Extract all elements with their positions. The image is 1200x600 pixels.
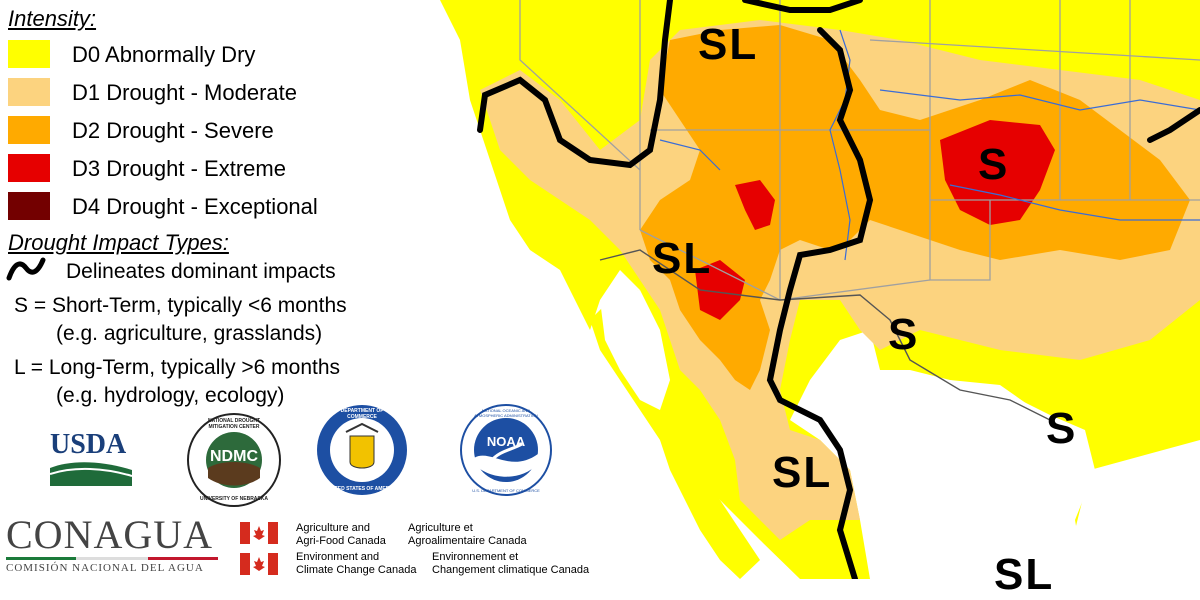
agri-en-line2: Agri-Food Canada xyxy=(296,535,386,547)
legend-d4-label: D4 Drought - Exceptional xyxy=(72,194,318,219)
rivers xyxy=(659,29,1200,261)
legend-d2-label: D2 Drought - Severe xyxy=(72,118,274,143)
commerce-seal-icon xyxy=(317,405,407,495)
map-label-sl-mx: SL xyxy=(772,448,833,497)
long-term-label: L = Long-Term, typically >6 months xyxy=(14,356,341,379)
noaa-seal-icon xyxy=(460,404,552,496)
commerce-logo: DEPARTMENT OF COMMERCE UNITED STATES OF … xyxy=(316,404,408,496)
land-d3-az xyxy=(695,260,745,320)
agri-canada-en: Agriculture and Agri-Food Canada xyxy=(296,522,386,548)
impact-title: Drought Impact Types: xyxy=(8,230,229,255)
agri-en-line1: Agriculture and xyxy=(296,522,370,534)
ndmc-center-text: NDMC xyxy=(210,448,258,465)
swatch-d3 xyxy=(8,154,50,182)
long-term-examples: (e.g. hydrology, ecology) xyxy=(56,384,285,407)
no-drought-gulf xyxy=(1075,440,1200,579)
legend-d3-label: D3 Drought - Extreme xyxy=(72,156,286,181)
ndmc-ring-text: NATIONAL DROUGHT MITIGATION CENTER xyxy=(207,418,261,430)
map-label-sl-se: SL xyxy=(994,550,1055,599)
swatch-d2 xyxy=(8,116,50,144)
swatch-d1 xyxy=(8,78,50,106)
map-label-s-gulf: S xyxy=(1046,404,1078,453)
usda-logo-text: USDA xyxy=(50,429,127,460)
short-term-examples: (e.g. agriculture, grasslands) xyxy=(56,322,323,345)
land-d2 xyxy=(640,25,1190,390)
agri-fr-line1: Agriculture et xyxy=(408,522,473,534)
canada-flag-icon-2 xyxy=(240,553,278,575)
agri-fr-line2: Agroalimentaire Canada xyxy=(408,535,527,547)
swatch-d4 xyxy=(8,192,50,220)
usda-hills-icon xyxy=(49,462,133,486)
conagua-logo: CONAGUA COMISIÓN NACIONAL DEL AGUA xyxy=(6,514,226,574)
swatch-d0 xyxy=(8,40,50,68)
map-label-sl-nw: SL xyxy=(698,20,759,69)
conagua-stripe-icon xyxy=(6,557,218,560)
legend: Intensity: D0 Abnormally Dry D1 Drought … xyxy=(0,0,440,579)
intensity-title: Intensity: xyxy=(8,6,97,31)
no-drought-mexico xyxy=(840,375,1080,579)
ndmc-ring-bottom-text: UNIVERSITY OF NEBRASKA xyxy=(200,496,268,502)
map-label-s-co: S xyxy=(978,140,1010,189)
impact-boundaries xyxy=(477,0,1200,579)
commerce-ring-bottom-text: UNITED STATES OF AMERICA xyxy=(326,486,398,492)
drought-map xyxy=(440,0,1200,579)
ndmc-logo: NDMC NATIONAL DROUGHT MITIGATION CENTER … xyxy=(186,412,282,508)
env-canada-en: Environment and Climate Change Canada xyxy=(296,551,416,577)
map-label-sl-az: SL xyxy=(652,234,713,283)
env-fr-line2: Changement climatique Canada xyxy=(432,564,590,576)
land-d3-ut xyxy=(735,180,775,230)
short-term-label: S = Short-Term, typically <6 months xyxy=(14,294,347,317)
us-mexico-border xyxy=(599,249,1051,421)
env-canada-fr: Environnement et Changement climatique C… xyxy=(432,551,589,577)
canada-flag-icon-1 xyxy=(240,522,278,544)
env-en-line1: Environment and xyxy=(296,551,380,563)
env-fr-line1: Environnement et xyxy=(432,551,519,563)
noaa-ring-bottom-text: U.S. DEPARTMENT OF COMMERCE xyxy=(472,488,540,493)
commerce-ring-text: DEPARTMENT OF COMMERCE xyxy=(340,408,384,420)
land-d3-co xyxy=(940,120,1055,225)
no-drought-baja xyxy=(600,290,670,410)
ndmc-seal-icon xyxy=(187,413,281,507)
noaa-ring-text: NATIONAL OCEANIC AND ATMOSPHERIC ADMINIS… xyxy=(474,408,538,418)
env-en-line2: Climate Change Canada xyxy=(296,564,417,576)
baja-d0 xyxy=(655,420,760,579)
conagua-logo-text: CONAGUA xyxy=(6,512,213,557)
conagua-subtitle: COMISIÓN NACIONAL DEL AGUA xyxy=(6,562,204,574)
impact-line-icon xyxy=(6,257,46,281)
legend-d1-label: D1 Drought - Moderate xyxy=(72,80,297,105)
noaa-logo: NOAA NATIONAL OCEANIC AND ATMOSPHERIC AD… xyxy=(460,404,552,496)
legend-d0-label: D0 Abnormally Dry xyxy=(72,42,256,67)
agri-canada-fr: Agriculture et Agroalimentaire Canada xyxy=(408,522,527,548)
map-label-s-tx: S xyxy=(888,310,920,359)
usda-logo: USDA xyxy=(49,429,133,488)
noaa-center-text: NOAA xyxy=(486,434,526,449)
impact-line-label: Delineates dominant impacts xyxy=(66,260,336,283)
